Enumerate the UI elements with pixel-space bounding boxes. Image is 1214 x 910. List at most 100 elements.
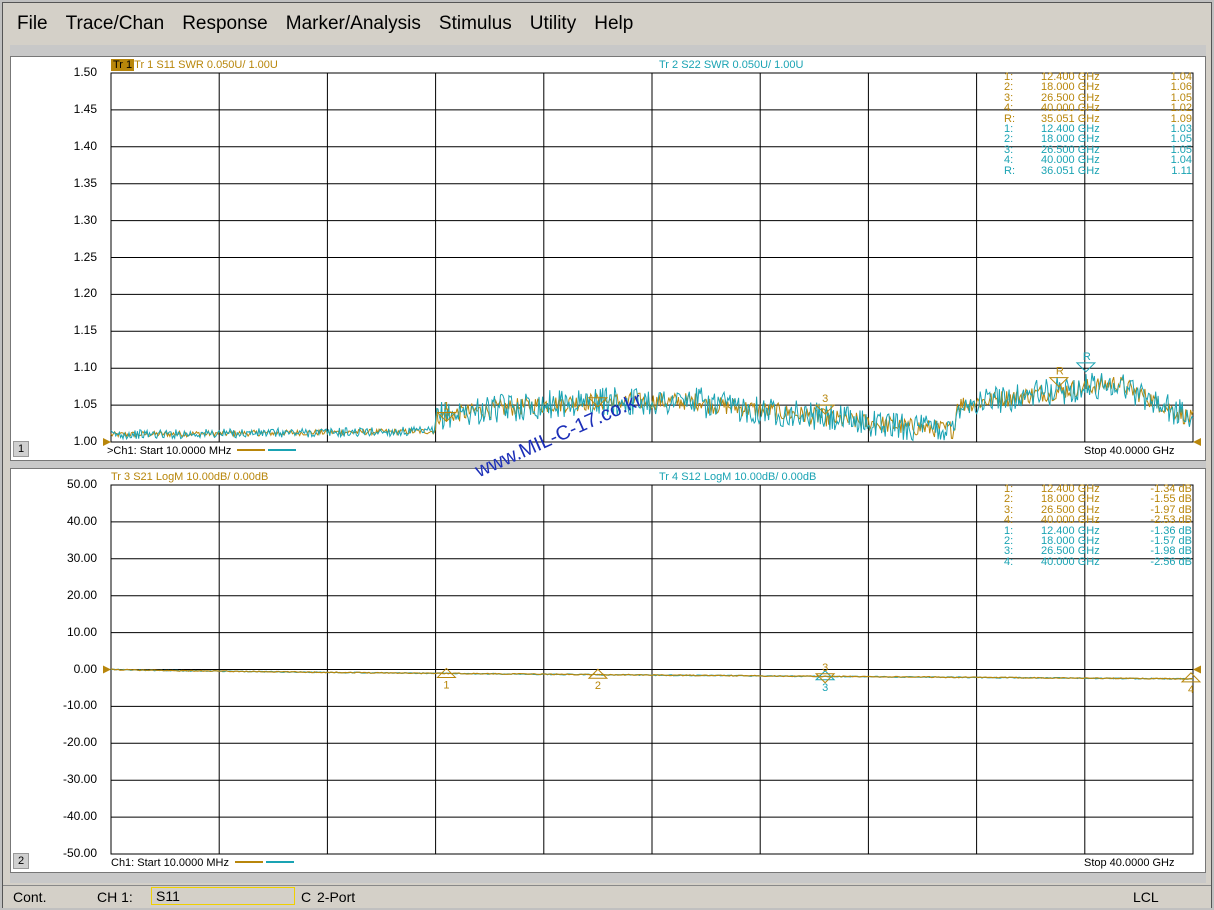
- trace1-title-text: Tr 1 S11 SWR 0.050U/ 1.00U: [134, 59, 278, 71]
- logmag-ref-arrow-left: [103, 665, 111, 674]
- logmag-y-tick-label: 40.00: [66, 513, 97, 528]
- swr-marker-row[interactable]: R: 36.051 GHz 1.11: [986, 164, 1196, 177]
- swr-y-tick-label: 1.45: [73, 101, 97, 116]
- panel-number-1[interactable]: 1: [13, 441, 29, 457]
- marker-frequency: 40.000 GHz: [1041, 102, 1100, 115]
- marker-frequency: 36.051 GHz: [1041, 164, 1100, 177]
- marker-frequency: 12.400 GHz: [1041, 524, 1100, 537]
- swr-marker-row[interactable]: 1: 12.400 GHz 1.03: [986, 123, 1196, 135]
- marker-id: 2:: [1004, 133, 1014, 146]
- marker-value: -2.53 dB: [1150, 514, 1192, 527]
- marker-2: [587, 397, 609, 408]
- marker-value: -1.97 dB: [1150, 503, 1192, 516]
- ref-level-arrow-right: [1193, 438, 1201, 446]
- logmag-marker-row[interactable]: 2: 18.000 GHz -1.55 dB: [986, 493, 1196, 506]
- sweep-mode[interactable]: Cont.: [13, 889, 47, 905]
- marker-id: 2:: [1004, 81, 1014, 94]
- logmag-marker-4: [1180, 672, 1202, 683]
- trace-b-legend-line: [268, 449, 297, 451]
- swr-footer-start: >Ch1: Start 10.0000 MHz: [107, 445, 297, 457]
- logmag-y-tick-label: -20.00: [62, 735, 97, 750]
- logmag-y-tick-label: -40.00: [62, 809, 97, 824]
- swr-footer-stop: Stop 40.0000 GHz: [1084, 445, 1175, 457]
- swr-y-tick-label: 1.00: [73, 434, 97, 448]
- marker-id: 3:: [1004, 545, 1014, 558]
- logmag-plot-panel[interactable]: 1 2 3 3 4 Tr 3 S21 LogM 10.00dB/ 0.00dB Tr 4…: [10, 468, 1206, 873]
- logmag-marker-row[interactable]: 3: 26.500 GHz -1.97 dB: [986, 503, 1196, 516]
- marker-id: 2:: [1004, 535, 1014, 547]
- marker-id: 3:: [1004, 91, 1014, 104]
- marker-frequency: 18.000 GHz: [1041, 81, 1100, 94]
- menu-stimulus[interactable]: Stimulus: [438, 13, 512, 34]
- swr-marker-row[interactable]: 3: 26.500 GHz 1.05: [986, 143, 1196, 156]
- swr-marker-row[interactable]: 2: 18.000 GHz 1.05: [986, 133, 1196, 146]
- logmag-y-tick-label: 20.00: [66, 587, 97, 602]
- logmag-marker-row[interactable]: 4: 40.000 GHz -2.56 dB: [986, 555, 1196, 568]
- menu-file[interactable]: File: [17, 13, 48, 34]
- logmag-y-tick-label: -30.00: [62, 772, 97, 787]
- logmag-marker-2-label: 2: [595, 680, 601, 692]
- logmag-marker-row[interactable]: 4: 40.000 GHz -2.53 dB: [986, 514, 1196, 527]
- menu-help[interactable]: Help: [594, 13, 634, 34]
- logmag-marker-row[interactable]: 1: 12.400 GHz -1.34 dB: [986, 483, 1196, 495]
- menu-marker-analysis[interactable]: Marker/Analysis: [285, 13, 421, 34]
- swr-marker-row[interactable]: 1: 12.400 GHz 1.04: [986, 71, 1196, 83]
- trace-s21-logmag: [110, 668, 1194, 680]
- swr-marker-row[interactable]: 3: 26.500 GHz 1.05: [986, 91, 1196, 104]
- marker-value: -2.56 dB: [1150, 555, 1192, 568]
- marker-frequency: 12.400 GHz: [1041, 483, 1100, 495]
- logmag-marker-2: [587, 668, 609, 679]
- logmag-marker-row[interactable]: 1: 12.400 GHz -1.36 dB: [986, 524, 1196, 537]
- marker-ref-s11-label: R: [1056, 366, 1064, 378]
- marker-id: 4:: [1004, 102, 1014, 115]
- logmag-marker-3: [814, 670, 836, 681]
- trace1-title[interactable]: Tr 1 Tr 1 S11 SWR 0.050U/ 1.00U: [111, 59, 278, 71]
- swr-plot-panel[interactable]: 1 3 R R Tr 1 Tr 1 S11 SWR 0.050U/ 1.00U Tr 2…: [10, 56, 1206, 461]
- logmag-marker-row[interactable]: 3: 26.500 GHz -1.98 dB: [986, 545, 1196, 558]
- marker-frequency: 18.000 GHz: [1041, 493, 1100, 506]
- swr-y-tick-label: 1.35: [73, 175, 97, 190]
- logmag-y-tick-label: 10.00: [66, 624, 97, 639]
- logmag-marker-3-upper-label: 3: [822, 662, 828, 674]
- logmag-y-tick-label: 50.00: [66, 477, 97, 491]
- marker-frequency: 26.500 GHz: [1041, 545, 1100, 558]
- marker-value: 1.05: [1170, 143, 1192, 156]
- logmag-footer-start: Ch1: Start 10.0000 MHz: [111, 857, 295, 869]
- swr-marker-row[interactable]: R: 35.051 GHz 1.09: [986, 113, 1196, 125]
- marker-frequency: 26.500 GHz: [1041, 503, 1100, 516]
- status-bar: Cont. CH 1: S11 C 2-Port LCL: [3, 885, 1211, 908]
- active-parameter[interactable]: S11: [151, 887, 295, 905]
- swr-y-tick-label: 1.15: [73, 323, 97, 338]
- swr-y-tick-label: 1.40: [73, 138, 97, 153]
- swr-marker-row[interactable]: 4: 40.000 GHz 1.02: [986, 102, 1196, 115]
- marker-value: 1.05: [1170, 133, 1192, 146]
- swr-marker-row[interactable]: 2: 18.000 GHz 1.06: [986, 81, 1196, 94]
- trace3-title[interactable]: Tr 3 S21 LogM 10.00dB/ 0.00dB: [111, 471, 269, 483]
- marker-id: 1:: [1004, 524, 1014, 537]
- marker-frequency: 26.500 GHz: [1041, 143, 1100, 156]
- logmag-y-tick-label: 0.00: [73, 661, 97, 676]
- marker-value: 1.04: [1170, 71, 1192, 83]
- menu-utility[interactable]: Utility: [529, 13, 577, 34]
- trace-a-legend-line: [237, 449, 266, 451]
- logmag-ref-arrow-right: [1193, 665, 1201, 674]
- port-config: 2-Port: [317, 889, 356, 905]
- marker-id: 4:: [1004, 154, 1014, 167]
- swr-marker-row[interactable]: 4: 40.000 GHz 1.04: [986, 154, 1196, 167]
- trace4-title[interactable]: Tr 4 S12 LogM 10.00dB/ 0.00dB: [659, 471, 817, 483]
- marker-id: 1:: [1004, 123, 1014, 135]
- swr-y-tick-label: 1.25: [73, 249, 97, 264]
- panel-number-2[interactable]: 2: [13, 853, 29, 869]
- trace2-title[interactable]: Tr 2 S22 SWR 0.050U/ 1.00U: [659, 59, 804, 71]
- menu-trace-chan[interactable]: Trace/Chan: [65, 13, 165, 34]
- marker-1: [436, 411, 457, 423]
- swr-graticule: 1 3 R R: [103, 72, 1201, 446]
- swr-start-label: >Ch1: Start 10.0000 MHz: [107, 445, 232, 457]
- local-remote-indicator: LCL: [1133, 889, 1159, 905]
- swr-y-tick-label: 1.20: [73, 286, 97, 301]
- logmag-y-tick-label: -10.00: [62, 698, 97, 713]
- marker-frequency: 12.400 GHz: [1041, 71, 1100, 83]
- logmag-marker-row[interactable]: 2: 18.000 GHz -1.57 dB: [986, 535, 1196, 547]
- menu-response[interactable]: Response: [182, 13, 268, 34]
